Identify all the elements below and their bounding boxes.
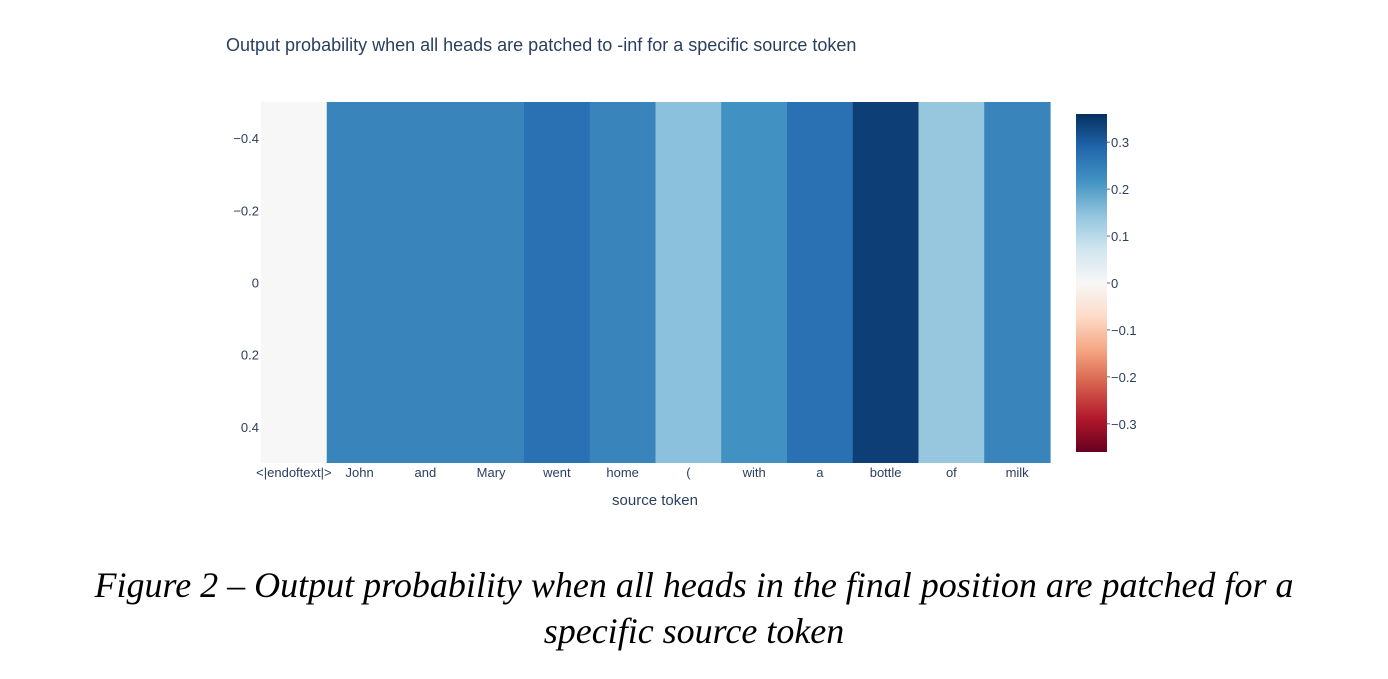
x-tick-label: milk xyxy=(1006,465,1030,480)
x-tick-label: bottle xyxy=(870,465,902,480)
x-tick-label: John xyxy=(346,465,374,480)
heatmap-cell xyxy=(984,102,1051,463)
x-tick-label: Mary xyxy=(477,465,506,480)
heatmap-cell xyxy=(392,102,459,463)
heatmap-chart: Output probability when all heads are pa… xyxy=(226,35,1137,509)
y-axis-ticks: −0.4 −0.2 0 0.2 0.4 xyxy=(233,131,259,435)
caption-line-1: Figure 2 – Output probability when all h… xyxy=(94,565,1294,605)
x-axis-ticks: <|endoftext|> John and Mary went home ( with a bo… xyxy=(256,465,1029,480)
colorbar xyxy=(1076,114,1107,452)
x-tick-label: home xyxy=(606,465,639,480)
colorbar-ticks: 0.3 0.2 0.1 0 −0.1 −0.2 −0.3 xyxy=(1107,135,1137,432)
heatmap-cell xyxy=(918,102,985,463)
heatmap-cell xyxy=(655,102,722,463)
figure-caption: Figure 2 – Output probability when all h… xyxy=(0,562,1388,654)
x-axis-title: source token xyxy=(612,492,698,509)
colorbar-tick-label: 0.1 xyxy=(1111,229,1129,244)
chart-title: Output probability when all heads are pa… xyxy=(226,35,856,55)
colorbar-tick-label: 0 xyxy=(1111,276,1118,291)
heatmap-cell xyxy=(852,102,920,463)
caption-line-2: specific source token xyxy=(543,611,845,651)
heatmap-cell xyxy=(524,102,591,463)
heatmap-cell xyxy=(721,102,788,463)
heatmap-cell xyxy=(326,102,394,463)
x-tick-label: a xyxy=(816,465,824,480)
colorbar-tick-label: −0.3 xyxy=(1111,417,1137,432)
x-tick-label: ( xyxy=(686,465,691,480)
colorbar-tick-label: −0.1 xyxy=(1111,323,1137,338)
colorbar-tick-label: 0.2 xyxy=(1111,182,1129,197)
y-tick-label: 0 xyxy=(252,276,259,291)
x-tick-label: of xyxy=(946,465,957,480)
x-tick-label: with xyxy=(742,465,766,480)
heatmap-cell xyxy=(261,102,328,463)
heatmap-cell xyxy=(589,102,657,463)
y-tick-label: −0.4 xyxy=(233,131,259,146)
x-tick-label: <|endoftext|> xyxy=(256,465,331,480)
heatmap-cell xyxy=(458,102,525,463)
heatmap-cells xyxy=(261,102,1051,463)
heatmap-cell xyxy=(787,102,854,463)
y-tick-label: 0.2 xyxy=(241,348,259,363)
y-tick-label: −0.2 xyxy=(233,203,259,218)
colorbar-tick-label: 0.3 xyxy=(1111,135,1129,150)
x-tick-label: went xyxy=(542,465,571,480)
colorbar-tick-label: −0.2 xyxy=(1111,370,1137,385)
y-tick-label: 0.4 xyxy=(241,420,259,435)
x-tick-label: and xyxy=(415,465,437,480)
